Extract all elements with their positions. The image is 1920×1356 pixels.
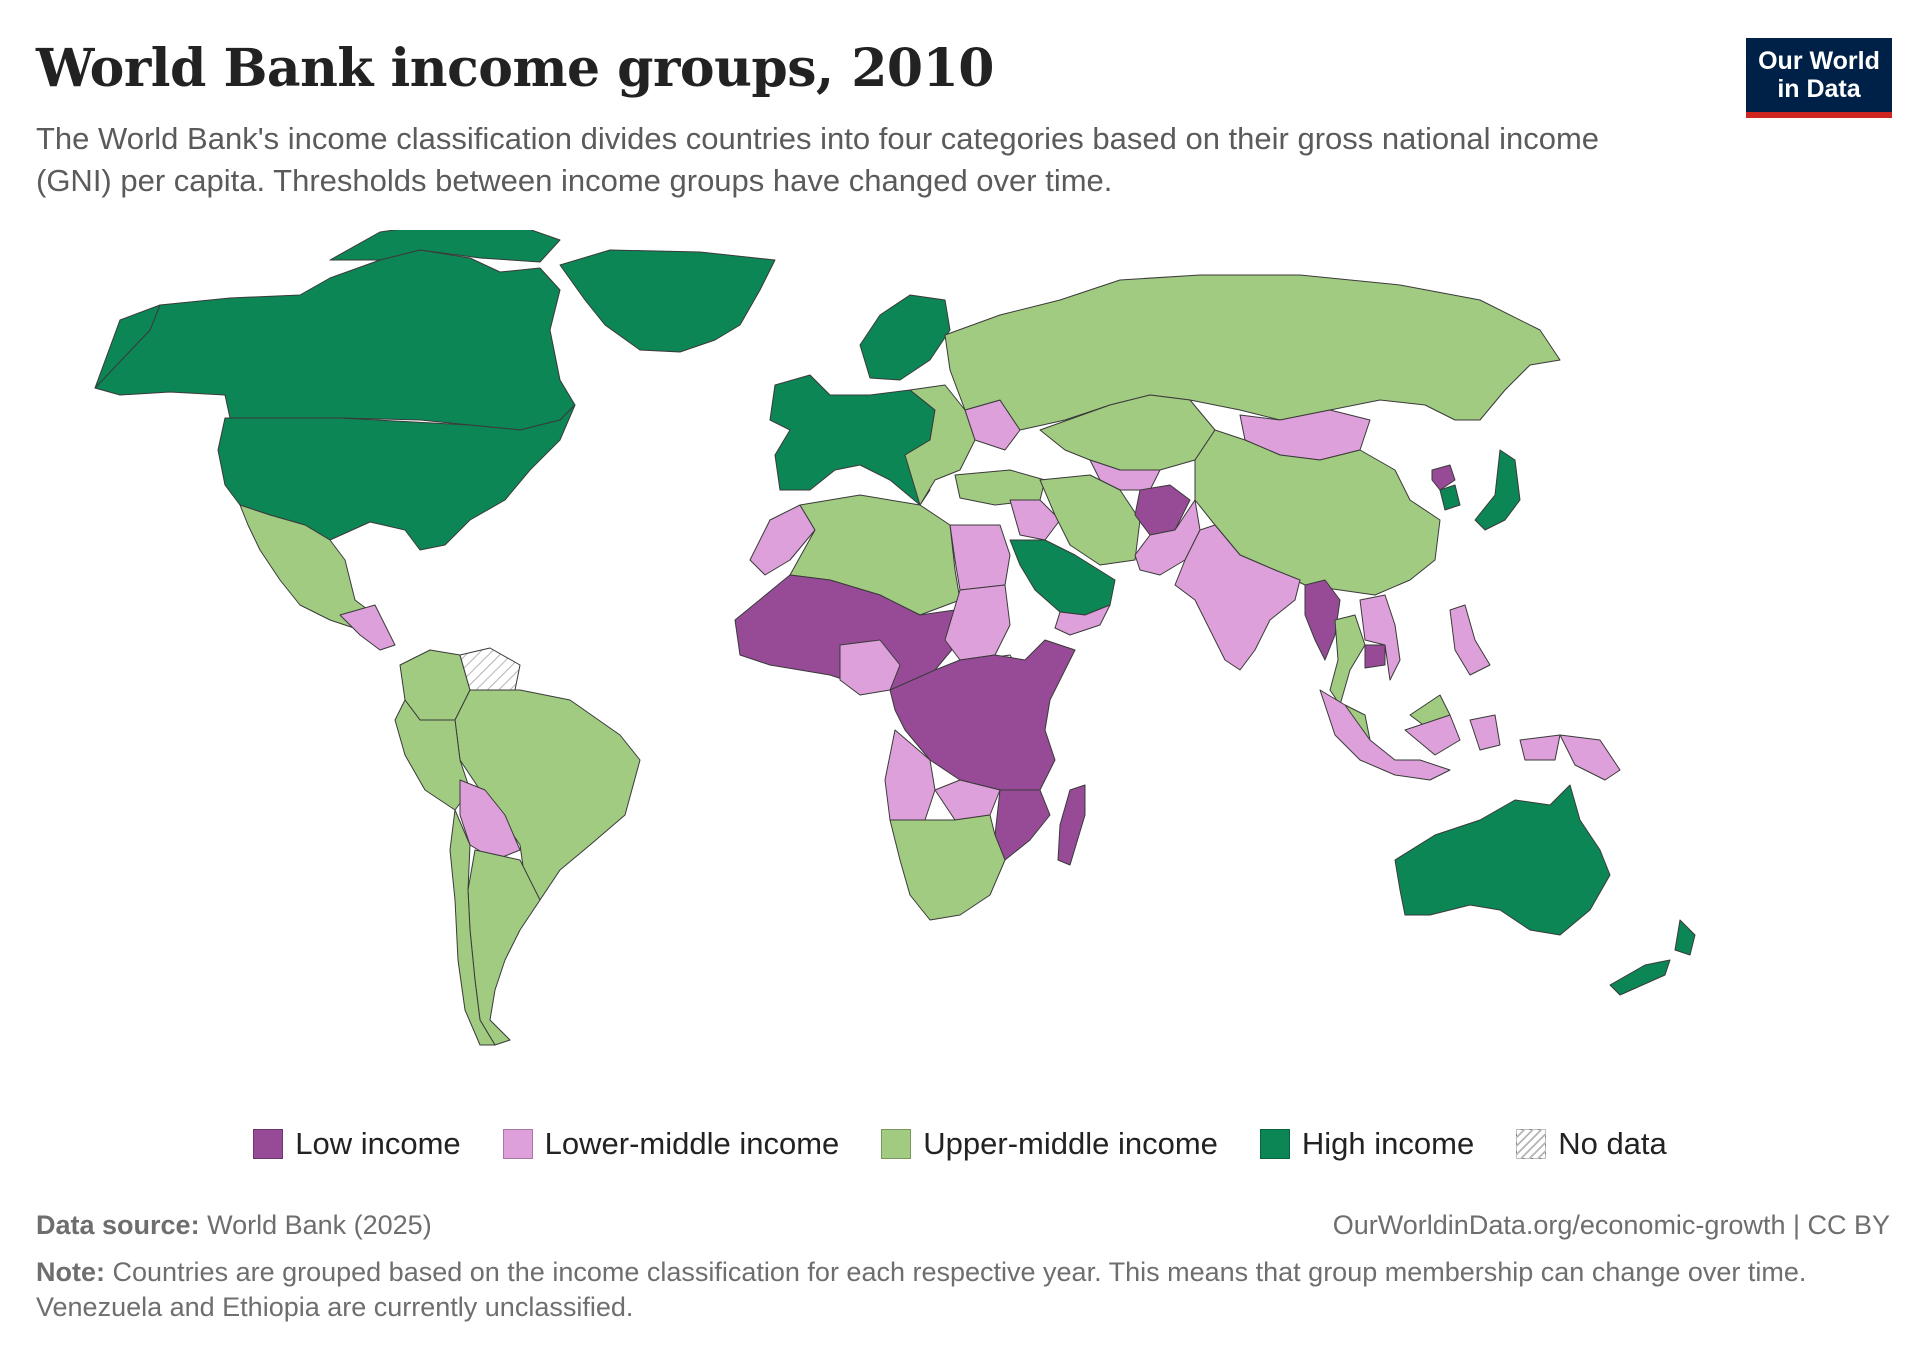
region-yemen[interactable] bbox=[1054, 604, 1111, 636]
region-mozambique[interactable] bbox=[994, 789, 1051, 861]
region-southern-africa[interactable] bbox=[889, 814, 1006, 921]
owid-logo[interactable]: Our World in Data bbox=[1746, 38, 1892, 118]
map-legend: Low income Lower-middle income Upper-middl… bbox=[0, 1122, 1920, 1166]
world-map[interactable] bbox=[0, 230, 1920, 1070]
legend-label: No data bbox=[1558, 1126, 1667, 1161]
chart-subtitle: The World Bank's income classification d… bbox=[36, 121, 1600, 198]
region-russia[interactable] bbox=[944, 274, 1561, 431]
region-zambia[interactable] bbox=[934, 779, 1001, 821]
region-india[interactable] bbox=[1174, 524, 1301, 671]
legend-item-no-data[interactable]: No data bbox=[1516, 1126, 1667, 1162]
data-source-value: World Bank (2025) bbox=[207, 1210, 432, 1240]
region-scandinavia[interactable] bbox=[859, 294, 951, 381]
legend-swatch bbox=[1516, 1129, 1547, 1159]
region-eastern-europe[interactable] bbox=[904, 384, 976, 506]
region-japan[interactable] bbox=[1474, 449, 1521, 531]
region-western-europe[interactable] bbox=[769, 374, 936, 506]
region-egypt[interactable] bbox=[949, 524, 1011, 591]
region-cambodia[interactable] bbox=[1364, 644, 1386, 669]
logo-line-1: Our World bbox=[1758, 47, 1880, 75]
region-iraq[interactable] bbox=[1009, 499, 1061, 541]
legend-item-low[interactable]: Low income bbox=[253, 1126, 461, 1162]
region-north-africa[interactable] bbox=[789, 494, 961, 616]
region-papua-new-guinea[interactable] bbox=[1559, 734, 1621, 781]
region-central-america[interactable] bbox=[339, 604, 396, 651]
region-brazil[interactable] bbox=[454, 689, 641, 901]
region-greenland[interactable] bbox=[559, 249, 776, 353]
region-north-korea[interactable] bbox=[1431, 464, 1456, 491]
data-source-label: Data source: bbox=[36, 1210, 200, 1240]
region-central-africa[interactable] bbox=[889, 639, 1076, 791]
region-thailand[interactable] bbox=[1329, 614, 1366, 706]
region-indonesia[interactable] bbox=[1319, 689, 1561, 781]
chart-title: World Bank income groups, 2010 bbox=[36, 38, 994, 99]
region-canada[interactable] bbox=[94, 249, 576, 431]
region-australia[interactable] bbox=[1394, 784, 1611, 936]
region-canada-islands[interactable] bbox=[329, 230, 561, 263]
region-bolivia[interactable] bbox=[459, 779, 521, 861]
region-new-zealand[interactable] bbox=[1609, 919, 1696, 996]
logo-line-2: in Data bbox=[1777, 75, 1861, 103]
legend-item-high[interactable]: High income bbox=[1259, 1126, 1475, 1162]
legend-label: High income bbox=[1301, 1126, 1475, 1161]
note-text: Countries are grouped based on the incom… bbox=[36, 1257, 1807, 1322]
legend-item-upper-middle[interactable]: Upper-middle income bbox=[881, 1126, 1218, 1162]
region-madagascar[interactable] bbox=[1057, 784, 1086, 866]
legend-swatch bbox=[502, 1129, 533, 1159]
legend-swatch bbox=[253, 1129, 284, 1159]
footnote: Note: Countries are grouped based on the… bbox=[36, 1255, 1836, 1325]
region-philippines[interactable] bbox=[1449, 604, 1491, 676]
legend-label: Low income bbox=[295, 1126, 461, 1161]
legend-swatch bbox=[1259, 1129, 1290, 1159]
source-url-link[interactable]: OurWorldinData.org/economic-growth | CC … bbox=[1332, 1210, 1890, 1240]
region-chile[interactable] bbox=[449, 809, 496, 1046]
legend-label: Upper-middle income bbox=[923, 1126, 1218, 1161]
note-label: Note: bbox=[36, 1257, 105, 1287]
region-alaska[interactable] bbox=[94, 304, 161, 389]
region-vietnam[interactable] bbox=[1359, 594, 1401, 681]
legend-swatch bbox=[881, 1129, 912, 1159]
region-myanmar[interactable] bbox=[1304, 579, 1341, 661]
legend-item-lower-middle[interactable]: Lower-middle income bbox=[502, 1126, 840, 1162]
region-south-korea[interactable] bbox=[1439, 484, 1461, 511]
data-source: Data source: World Bank (2025) bbox=[36, 1210, 432, 1241]
legend-label: Lower-middle income bbox=[544, 1126, 840, 1161]
region-iran[interactable] bbox=[1039, 474, 1141, 566]
